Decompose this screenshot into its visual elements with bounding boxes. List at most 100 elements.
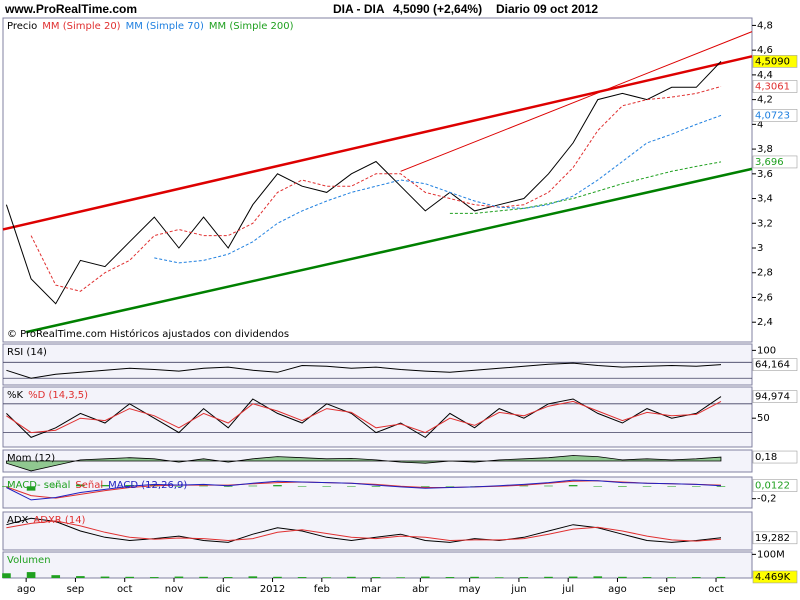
series-line [6, 479, 722, 501]
x-tick-label: may [459, 584, 481, 595]
bar [618, 576, 627, 578]
series-line [6, 362, 722, 379]
last-value-box [752, 531, 798, 545]
legend-entry: MACD (12,26,9) [108, 480, 187, 491]
bar [100, 576, 110, 578]
bar [494, 577, 504, 578]
x-tick-label: nov [165, 584, 183, 595]
trend-line [25, 167, 753, 334]
bar [642, 486, 652, 487]
panel [2, 343, 753, 386]
x-tick-label: sep [67, 584, 85, 595]
bar [371, 486, 381, 487]
y-tick-label: 3,6 [757, 169, 773, 180]
legend-entry: MM (Simple 20) [42, 21, 120, 32]
panel [2, 386, 753, 448]
last-value-box [752, 390, 798, 403]
last-value-label: 64,164 [755, 360, 790, 371]
bar [544, 576, 553, 578]
bar [26, 486, 36, 491]
bar [470, 576, 479, 578]
y-tick-label: 3,8 [757, 144, 773, 155]
last-value-label: 3,696 [755, 157, 784, 168]
bar [642, 577, 652, 578]
series-line [5, 61, 722, 305]
area [6, 455, 722, 472]
bar [51, 575, 61, 578]
x-tick-label: jun [510, 584, 526, 595]
bar [125, 576, 134, 578]
last-value-box [752, 450, 798, 464]
last-value-box [752, 80, 798, 93]
bar [223, 486, 233, 487]
bar [667, 486, 676, 487]
series-line [6, 400, 722, 434]
bar [593, 576, 603, 578]
last-value-box [752, 358, 798, 371]
bar [396, 577, 405, 578]
panel [2, 17, 753, 343]
trend-line [2, 55, 753, 231]
bar [618, 486, 627, 487]
bar [667, 577, 676, 578]
bar [248, 485, 258, 487]
bar [519, 485, 529, 487]
bar [273, 576, 282, 578]
bar [26, 572, 36, 578]
bar [2, 486, 11, 487]
last-value-box [752, 155, 798, 169]
x-tick-label: jul [561, 584, 574, 595]
trend-line [400, 31, 753, 172]
series-line [154, 114, 722, 264]
last-value-label: 4,3061 [755, 81, 790, 92]
annotation: © ProRealTime.com Históricos ajustados c… [7, 328, 289, 340]
legend-entry: %D (14,3,5) [28, 390, 88, 401]
last-value-label: 0,18 [755, 452, 777, 463]
bar [519, 577, 529, 578]
series-line [6, 517, 722, 543]
y-tick-label: 2,8 [757, 268, 773, 279]
last-value-label: 19,282 [755, 533, 790, 544]
period: Diario 09 oct 2012 [496, 2, 598, 16]
x-tick-label: feb [314, 584, 330, 595]
legend-entry: Volumen [7, 555, 51, 566]
bar [76, 484, 85, 487]
bar [445, 486, 455, 487]
bar [322, 577, 332, 578]
y-tick-label: 2,4 [757, 317, 773, 328]
y-tick-label: 4,6 [757, 45, 773, 56]
legend-entry: Señal [75, 480, 103, 491]
bar [174, 576, 184, 578]
y-tick-label: 4 [757, 119, 763, 130]
y-tick-label: 3,4 [757, 194, 773, 205]
bar [248, 576, 258, 578]
legend-entry: MACD- señal [7, 480, 70, 491]
series-line [6, 520, 722, 542]
last-value-box [752, 570, 798, 584]
bar [692, 486, 701, 487]
x-tick-label: dic [216, 584, 231, 595]
x-tick-label: 2012 [260, 584, 285, 595]
bar [716, 486, 726, 487]
bar [420, 486, 430, 487]
last-value-label: 4.469K [755, 572, 791, 583]
bar [273, 485, 282, 487]
panel [2, 551, 753, 579]
x-tick-label: ago [17, 584, 36, 595]
bar [297, 486, 307, 487]
symbol: DIA - DIA [333, 2, 385, 16]
bar [199, 485, 208, 487]
x-tick-label: oct [708, 584, 724, 595]
legend-entry: Precio [7, 21, 37, 32]
x-tick-label: oct [117, 584, 133, 595]
bar [322, 486, 332, 487]
bar [544, 485, 553, 487]
bar [125, 485, 134, 487]
y-tick-label: 3 [757, 243, 763, 254]
y-tick-label: 100 [757, 345, 776, 356]
series-line [30, 86, 722, 292]
bar [297, 577, 307, 578]
bar [2, 573, 11, 578]
x-tick-label: abr [412, 584, 429, 595]
